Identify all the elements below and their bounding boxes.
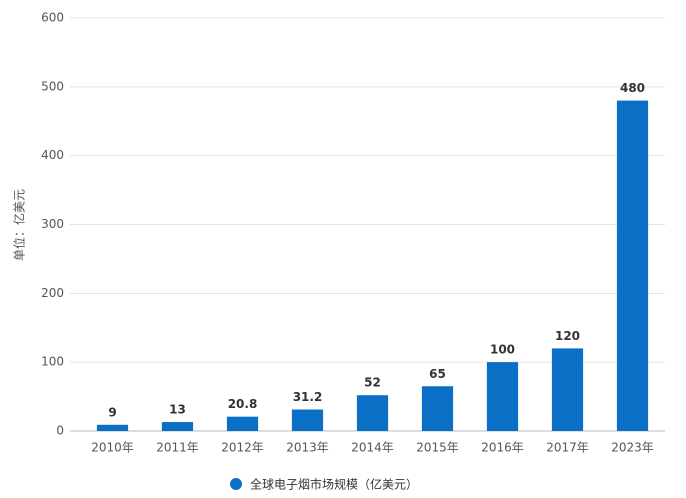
x-tick-label: 2015年	[416, 441, 459, 455]
y-tick-label: 600	[41, 11, 64, 25]
x-tick-label: 2014年	[351, 441, 394, 455]
y-tick-label: 400	[41, 148, 64, 162]
data-label: 52	[364, 376, 381, 390]
y-tick-label: 200	[41, 286, 64, 300]
bar	[421, 386, 454, 431]
x-tick-label: 2011年	[156, 441, 199, 455]
y-tick-label: 300	[41, 217, 64, 231]
x-tick-label: 2013年	[286, 441, 329, 455]
x-tick-label: 2012年	[221, 441, 264, 455]
bar	[551, 348, 584, 431]
data-label: 20.8	[228, 397, 258, 411]
data-label: 65	[429, 367, 446, 381]
x-tick-label: 2023年	[611, 441, 654, 455]
y-tick-label: 0	[56, 424, 64, 438]
data-label: 31.2	[293, 390, 323, 404]
data-label: 120	[555, 329, 580, 343]
x-tick-label: 2010年	[91, 441, 134, 455]
legend-marker	[230, 478, 242, 490]
data-label: 13	[169, 403, 186, 417]
y-axis-label: 单位：亿美元	[12, 189, 27, 261]
legend-label: 全球电子烟市场规模（亿美元）	[250, 477, 418, 492]
y-tick-label: 500	[41, 79, 64, 93]
bar	[161, 422, 194, 431]
data-label: 480	[620, 81, 645, 95]
bar	[291, 409, 324, 431]
bar	[356, 395, 389, 431]
bar	[226, 416, 259, 431]
data-label: 9	[108, 405, 116, 419]
bar	[616, 100, 649, 431]
y-tick-label: 100	[41, 355, 64, 369]
data-label: 100	[490, 343, 515, 357]
bar	[486, 362, 519, 431]
bar	[96, 424, 129, 431]
x-tick-label: 2016年	[481, 441, 524, 455]
x-tick-label: 2017年	[546, 441, 589, 455]
